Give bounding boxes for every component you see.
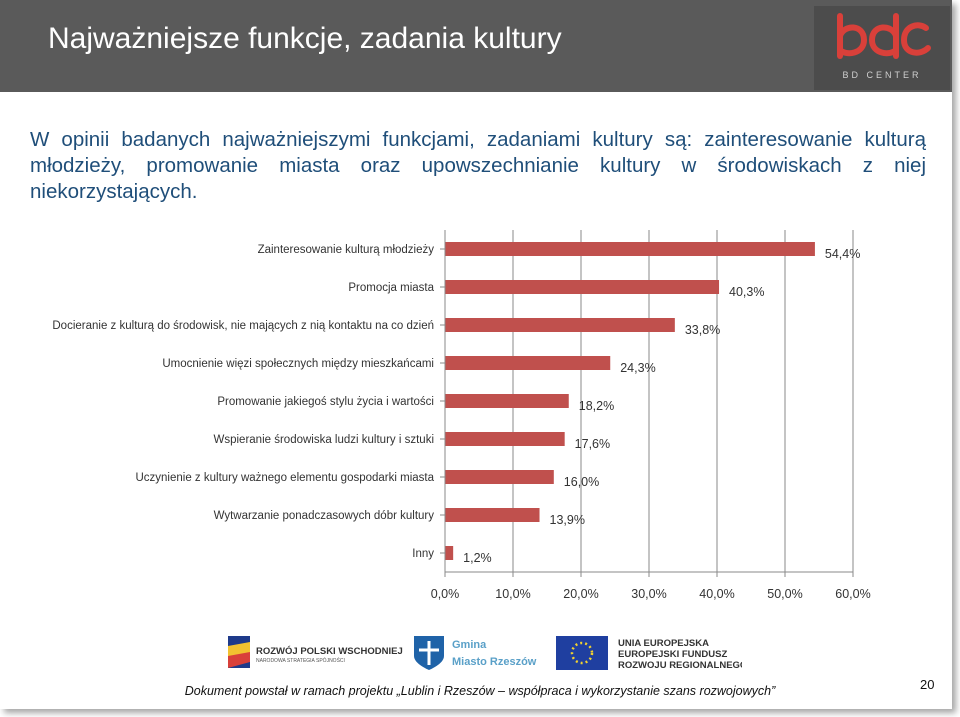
bd-center-subtitle: BD CENTER: [842, 70, 922, 80]
bar: [445, 546, 454, 560]
category-label: Promowanie jakiegoś stylu życia i wartoś…: [217, 396, 434, 408]
gmina-logo: Gmina Miasto Rzeszów: [414, 636, 537, 670]
eu-flag-icon: [556, 636, 608, 670]
category-label: Wytwarzanie ponadczasowych dóbr kultury: [214, 510, 435, 522]
category-label: Umocnienie więzi społecznych między mies…: [162, 358, 434, 370]
data-label: 40,3%: [729, 285, 764, 299]
eu-line3: ROZWOJU REGIONALNEGO: [618, 660, 742, 671]
bar: [445, 432, 565, 446]
x-tick-label: 60,0%: [835, 587, 870, 601]
bdc-logo-icon: [837, 13, 931, 59]
rpw-subtitle: NARODOWA STRATEGIA SPÓJNOŚCI: [256, 656, 345, 664]
data-label: 54,4%: [825, 247, 860, 261]
header-bar: Najważniejsze funkcje, zadania kultury B…: [0, 0, 952, 92]
intro-text: W opinii badanych najważniejszymi funkcj…: [30, 128, 926, 203]
bar: [445, 394, 569, 408]
eu-logo: UNIA EUROPEJSKA EUROPEJSKI FUNDUSZ ROZWO…: [556, 636, 742, 671]
x-tick-label: 20,0%: [563, 587, 598, 601]
category-label: Inny: [412, 548, 434, 560]
data-label: 33,8%: [685, 323, 720, 337]
x-tick-label: 0,0%: [431, 587, 460, 601]
data-label: 18,2%: [579, 399, 614, 413]
category-label: Docieranie z kulturą do środowisk, nie m…: [52, 320, 434, 332]
data-label: 13,9%: [550, 513, 585, 527]
data-label: 24,3%: [620, 361, 655, 375]
bar: [445, 280, 720, 294]
footer-text: Dokument powstał w ramach projektu „Lubl…: [184, 684, 776, 698]
bar-chart: 0,0% 10,0% 20,0% 30,0% 40,0% 50,0% 60,0% Zainte…: [52, 230, 871, 601]
data-label: 16,0%: [564, 475, 599, 489]
x-tick-label: 40,0%: [699, 587, 734, 601]
page-number: 20: [920, 677, 935, 692]
bd-center-logo: BD CENTER: [814, 6, 950, 90]
category-label: Zainteresowanie kulturą młodzieży: [258, 244, 435, 256]
gmina-line1: Gmina: [452, 639, 487, 651]
page-title: Najważniejsze funkcje, zadania kultury: [48, 22, 562, 55]
category-label: Uczynienie z kultury ważnego elementu go…: [135, 472, 434, 484]
x-tick-label: 50,0%: [767, 587, 802, 601]
eu-line1: UNIA EUROPEJSKA: [618, 638, 709, 649]
bar: [445, 318, 675, 332]
x-tick-label: 30,0%: [631, 587, 666, 601]
footer-logos: ROZWÓJ POLSKI WSCHODNIEJ NARODOWA STRATE…: [228, 636, 742, 671]
bar: [445, 470, 554, 484]
category-label: Wspieranie środowiska ludzi kultury i sz…: [214, 434, 435, 446]
rpw-logo: ROZWÓJ POLSKI WSCHODNIEJ NARODOWA STRATE…: [228, 636, 403, 668]
bar: [445, 508, 540, 522]
data-label: 1,2%: [463, 551, 492, 565]
data-label: 17,6%: [575, 437, 610, 451]
rpw-title: ROZWÓJ POLSKI WSCHODNIEJ: [256, 645, 403, 657]
category-label: Promocja miasta: [348, 282, 434, 294]
gmina-line2: Miasto Rzeszów: [452, 656, 537, 668]
eu-line2: EUROPEJSKI FUNDUSZ: [618, 649, 727, 660]
bar: [445, 356, 611, 370]
x-tick-label: 10,0%: [495, 587, 530, 601]
bar: [445, 242, 815, 256]
